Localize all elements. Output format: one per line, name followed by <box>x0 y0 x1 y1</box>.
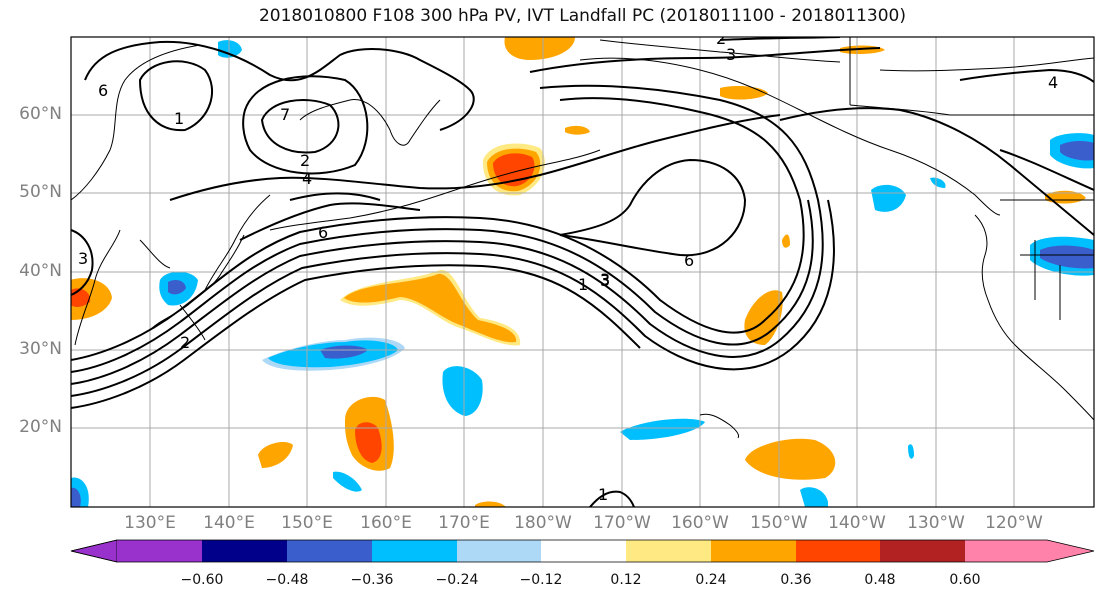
map-panel[interactable]: 6 1 7 2 4 6 3 2 3 4 2 3 1 3 6 1 <box>71 29 1094 507</box>
contour-labels: 6 1 7 2 4 6 3 2 3 4 2 3 1 3 6 1 <box>78 29 1058 504</box>
hawaii <box>699 413 739 439</box>
lat-label: 20°N <box>19 417 62 437</box>
colorbar-tick-label: −0.48 <box>265 572 309 588</box>
positive-anomaly-bering <box>504 37 575 60</box>
trough-contour <box>84 40 475 131</box>
contour-4 <box>169 114 781 201</box>
lon-label: 120°W <box>985 513 1043 533</box>
lon-label: 180°W <box>514 513 572 533</box>
colorbar-bin <box>457 540 541 562</box>
lon-label: 150°E <box>281 513 333 533</box>
shaded-anomalies <box>71 37 1094 507</box>
low-contour-2 <box>260 99 340 154</box>
low-contour-1 <box>138 60 214 132</box>
colorbar-bin <box>117 540 202 562</box>
jet-contour-5 <box>71 264 641 409</box>
lon-label: 130°E <box>124 513 176 533</box>
lon-label: 150°W <box>750 513 808 533</box>
contour-east-coast <box>779 107 1094 236</box>
lon-label: 170°E <box>438 513 490 533</box>
jet-contour-2 <box>71 199 814 373</box>
map-title: 2018010800 F108 300 hPa PV, IVT Landfall… <box>258 6 906 26</box>
colorbar-tick-label: 0.60 <box>949 572 981 588</box>
kamchatka <box>299 99 441 146</box>
arctic-coast <box>599 39 1094 72</box>
colorbar-bin <box>202 540 287 562</box>
lon-label: 140°E <box>203 513 255 533</box>
ridge-contour <box>559 158 747 257</box>
colorbar-tick-label: 0.12 <box>610 572 642 588</box>
colorbar-bin <box>287 540 372 562</box>
contour-label: 3 <box>600 271 610 290</box>
colorbar-tick-label: −0.36 <box>350 572 394 588</box>
jet-contour-3 <box>71 84 824 385</box>
jet-contour-1 <box>71 97 805 361</box>
lon-label: 160°E <box>360 513 412 533</box>
lon-label: 130°W <box>907 513 965 533</box>
contour-label: 1 <box>174 109 184 128</box>
colorbar-tick-label: −0.60 <box>180 572 224 588</box>
colorbar-bin <box>372 540 457 562</box>
lon-label: 160°W <box>671 513 729 533</box>
contour-label: 2 <box>716 29 726 48</box>
colorbar-extend-low <box>70 539 118 563</box>
asia-coast <box>71 44 271 346</box>
contour-label: 1 <box>578 275 588 294</box>
contour-label: 6 <box>318 223 328 242</box>
colorbar-tick-label: 0.48 <box>864 572 896 588</box>
colorbar <box>70 539 1095 563</box>
contour-label: 6 <box>98 81 108 100</box>
colorbar-tick-label: 0.24 <box>695 572 727 588</box>
colorbar-tick-label: −0.12 <box>519 572 563 588</box>
contour-label: 1 <box>598 485 608 504</box>
contour-south <box>589 490 635 507</box>
us-borders <box>1000 199 1094 320</box>
contour-label: 7 <box>280 105 290 124</box>
colorbar-bin <box>711 540 796 562</box>
north-america-coast <box>974 214 1094 421</box>
aleutians <box>269 149 601 231</box>
contour-label: 6 <box>684 251 694 270</box>
lat-label: 50°N <box>19 182 62 202</box>
canada-borders <box>849 37 1094 116</box>
map-frame <box>70 36 1095 508</box>
jet-contour-4 <box>71 199 835 397</box>
positive-anomaly-east-pacific <box>744 290 783 345</box>
lon-label: 170°W <box>593 513 651 533</box>
colorbar-bin <box>626 540 711 562</box>
lat-label: 30°N <box>19 339 62 359</box>
negative-anomaly-midpacific <box>442 366 483 416</box>
contour-label: 4 <box>1048 73 1058 92</box>
contour-6-west <box>239 192 421 241</box>
colorbar-bin <box>796 540 880 562</box>
lat-label: 60°N <box>19 104 62 124</box>
contour-label: 4 <box>302 169 312 188</box>
colorbar-tick-label: 0.36 <box>780 572 812 588</box>
positive-anomaly-hawaii <box>745 438 836 480</box>
contour-label: 2 <box>300 151 310 170</box>
negative-anomaly-hawaii <box>620 418 705 440</box>
colorbar-bin <box>541 540 626 562</box>
contour-label: 3 <box>78 249 88 268</box>
contour-label: 2 <box>180 333 190 352</box>
colorbar-tick-label: −0.24 <box>435 572 479 588</box>
contour-label: 3 <box>726 45 736 64</box>
contour-label: 3 <box>600 270 610 289</box>
lat-label: 40°N <box>19 261 62 281</box>
colorbar-extend-high <box>965 540 1094 562</box>
colorbar-bin <box>880 540 965 562</box>
lon-label: 140°W <box>828 513 886 533</box>
contour-west-edge <box>71 229 94 296</box>
contour-northeast <box>959 68 1094 191</box>
pv-contours <box>71 37 1094 507</box>
low-contour-3 <box>242 75 369 175</box>
alaska-coast <box>579 57 1001 216</box>
